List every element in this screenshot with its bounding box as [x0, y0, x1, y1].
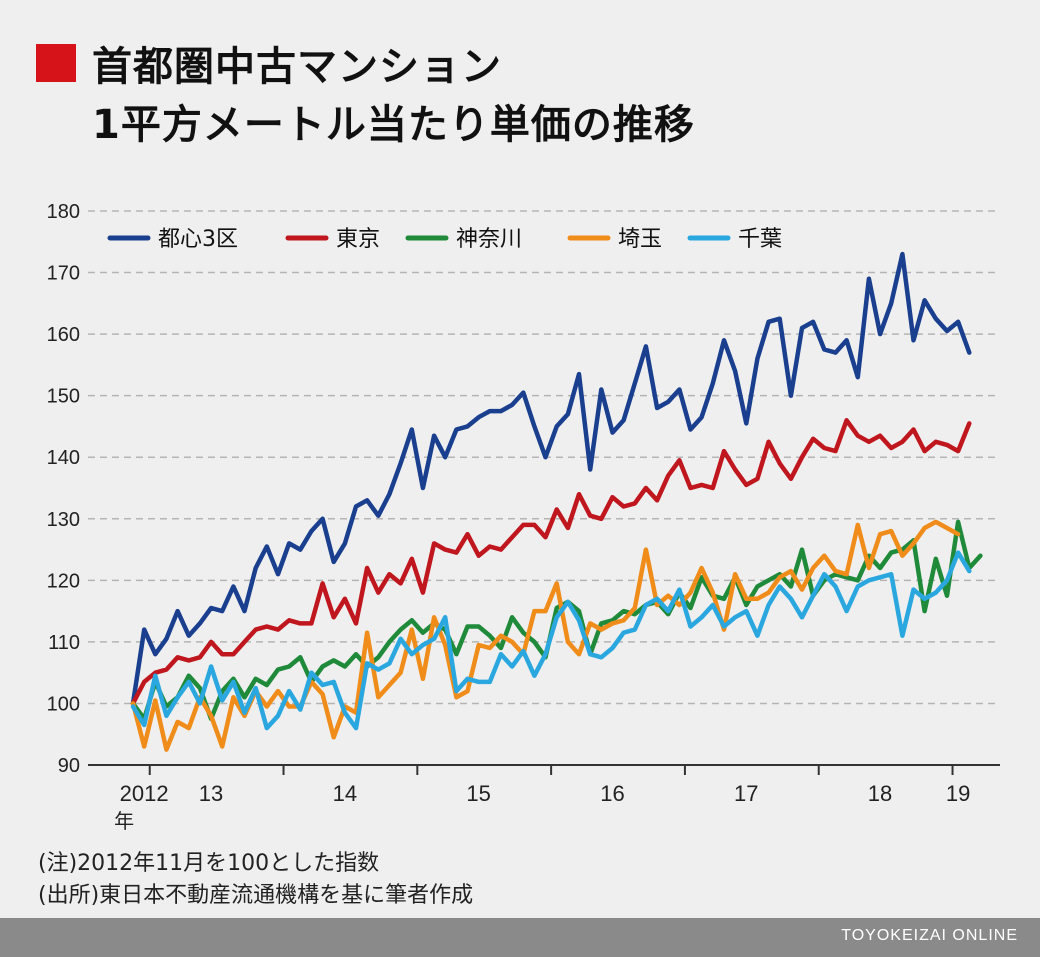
- x-tick-sublabel: 年: [114, 809, 134, 833]
- footnote-source: (出所)東日本不動産流通機構を基に筆者作成: [38, 883, 474, 908]
- x-tick-label: 14: [333, 781, 357, 806]
- legend: 都心3区 東京 神奈川 埼玉 千葉: [107, 227, 782, 252]
- x-tick-label: 15: [466, 781, 490, 806]
- series-lines: [130, 251, 983, 752]
- y-tick-label: 140: [47, 447, 80, 469]
- y-tick-label: 160: [47, 324, 80, 346]
- y-tick-label: 150: [47, 386, 80, 408]
- title-marker: [36, 44, 76, 82]
- y-tick-label: 120: [47, 570, 80, 592]
- x-tick-label: 17: [734, 781, 758, 806]
- y-tick-label: 130: [47, 509, 80, 531]
- y-tick-label: 170: [47, 263, 80, 285]
- y-tick-label: 100: [47, 693, 80, 715]
- series-line-1: [130, 418, 972, 706]
- x-tick-label: 16: [600, 781, 624, 806]
- footer-brand: TOYOKEIZAI ONLINE: [841, 927, 1018, 944]
- footer-bar: TOYOKEIZAI ONLINE: [0, 918, 1040, 957]
- x-tick-label: 13: [199, 781, 223, 806]
- legend-label: 都心3区: [158, 227, 238, 252]
- series-line-0: [130, 251, 972, 706]
- line-chart: 90 100 110 120 130 140 150 160 170 180 2012 年 13 14 1…: [47, 201, 1000, 833]
- x-tick-label: 2012: [120, 781, 169, 806]
- legend-label: 埼玉: [618, 227, 662, 252]
- y-tick-label: 180: [47, 201, 80, 223]
- y-axis: 90 100 110 120 130 140 150 160 170 180: [47, 201, 80, 777]
- x-axis: 2012 年 13 14 15 16 17 18 19: [88, 764, 1000, 833]
- legend-label: 東京: [336, 227, 380, 252]
- x-tick-label: 19: [946, 781, 970, 806]
- grid-lines: [88, 210, 1000, 705]
- chart-title-line1: 首都圏中古マンション: [92, 44, 502, 90]
- legend-label: 千葉: [738, 227, 782, 252]
- series-line-2: [130, 519, 983, 722]
- x-tick-label: 18: [868, 781, 892, 806]
- series-line-3: [130, 519, 961, 752]
- y-tick-label: 110: [48, 632, 80, 654]
- series-line-4: [130, 550, 972, 731]
- chart-title-line2: 1平方メートル当たり単価の推移: [92, 102, 695, 148]
- legend-label: 神奈川: [456, 227, 522, 252]
- y-tick-label: 90: [58, 755, 80, 777]
- footnote-index: (注)2012年11月を100とした指数: [38, 851, 380, 876]
